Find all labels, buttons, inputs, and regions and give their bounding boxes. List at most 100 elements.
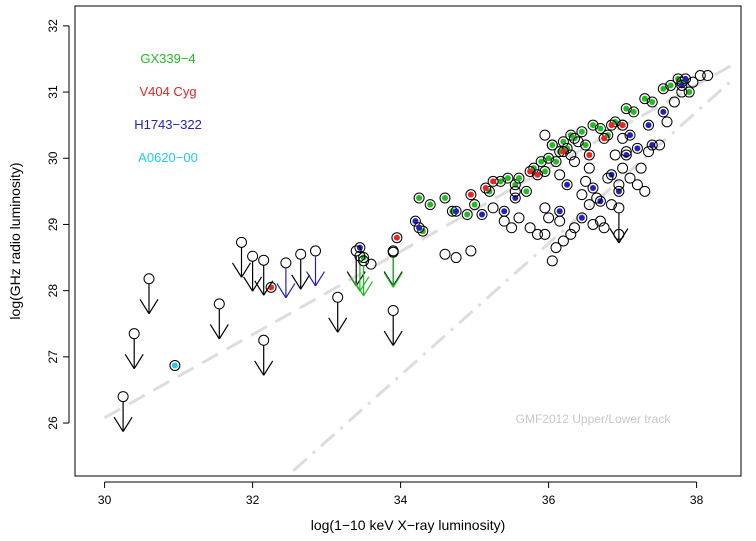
open-circle-point — [668, 96, 680, 108]
open-circle-point — [546, 139, 558, 151]
data-point — [169, 359, 181, 371]
open-circle-point — [539, 228, 551, 240]
open-circle-point — [661, 116, 673, 128]
open-circle-point — [498, 215, 510, 227]
data-point — [498, 205, 510, 217]
open-circle-point — [513, 212, 525, 224]
open-circle-point — [524, 222, 536, 234]
data-point — [469, 199, 481, 211]
open-circle-point — [565, 149, 577, 161]
data-point — [594, 122, 606, 134]
data-point — [543, 152, 555, 164]
data-marks — [113, 70, 714, 432]
data-point — [476, 209, 488, 221]
data-point — [657, 83, 669, 95]
y-axis: 26 27 28 29 30 31 32 — [46, 19, 70, 430]
data-point — [532, 169, 543, 181]
x-tick-label: 36 — [542, 493, 556, 507]
open-circle-point — [606, 199, 617, 211]
data-point — [598, 132, 610, 144]
legend-entry: GX339−4 — [140, 51, 195, 66]
open-circle-point — [617, 162, 629, 174]
open-circle-point — [594, 215, 606, 227]
legend-entry: H1743−322 — [134, 117, 202, 132]
data-point — [554, 205, 566, 217]
upper-limit-point — [291, 248, 311, 290]
x-axis-label: log(1−10 keV X−ray luminosity) — [311, 517, 506, 533]
data-point — [587, 182, 599, 194]
upper-limit-point — [305, 245, 326, 287]
data-point — [643, 119, 654, 131]
data-point — [450, 205, 462, 217]
open-circle-point — [602, 172, 614, 184]
open-circle-point — [554, 169, 566, 181]
open-circle-point — [694, 70, 706, 82]
open-circle-point — [587, 218, 599, 230]
data-point — [550, 156, 562, 168]
upper-limit-point — [209, 298, 229, 340]
open-circle-point — [635, 162, 647, 174]
open-circle-point — [591, 192, 603, 204]
data-point — [557, 146, 569, 158]
open-circle-point — [598, 222, 610, 234]
data-point — [424, 199, 436, 211]
data-point — [413, 222, 425, 234]
upper-limit-point — [124, 328, 144, 369]
legend-entry: V404 Cyg — [139, 84, 196, 99]
open-circle-point — [643, 146, 654, 158]
open-circle-point — [546, 255, 558, 267]
upper-limit-point — [254, 254, 274, 296]
data-point — [413, 192, 425, 204]
upper-limit-point — [254, 334, 274, 376]
data-point — [646, 139, 658, 151]
data-point — [513, 172, 525, 184]
open-circle-point — [439, 248, 451, 260]
data-point — [461, 209, 473, 221]
open-circle-point — [550, 242, 562, 254]
open-circle-point — [631, 179, 643, 191]
data-point — [539, 165, 551, 177]
upper-limit-point — [383, 246, 403, 288]
data-point — [624, 129, 636, 141]
upper-limit-point — [383, 305, 403, 346]
upper-limit-point — [243, 250, 263, 292]
open-circle-point — [569, 222, 580, 234]
data-point — [665, 79, 677, 91]
data-point — [680, 73, 691, 85]
open-circle-point — [557, 235, 569, 247]
upper-limit-point — [231, 236, 252, 278]
data-point — [576, 126, 588, 138]
legend: GX339−4 V404 Cyg H1743−322 A0620−00 — [134, 51, 202, 165]
data-point — [683, 86, 695, 98]
data-point — [561, 179, 573, 191]
open-circle-point — [465, 245, 477, 257]
y-tick-label: 29 — [46, 217, 60, 231]
data-point — [657, 106, 669, 118]
data-point — [480, 182, 492, 194]
open-circle-point — [509, 185, 521, 197]
open-circle-point — [572, 136, 584, 148]
y-tick-label: 27 — [46, 350, 60, 364]
upper-limit-point — [139, 273, 159, 315]
open-circle-point — [687, 76, 699, 88]
open-circle-point — [654, 139, 666, 151]
upper-limit-point — [328, 291, 348, 333]
upper-limit-point — [350, 250, 370, 292]
data-point — [587, 119, 599, 131]
upper-limit-point — [113, 391, 133, 432]
plot-frame — [74, 5, 742, 477]
open-circle-point — [609, 149, 621, 161]
x-axis: 30 32 34 36 38 — [98, 481, 704, 507]
open-circle-point — [613, 179, 625, 191]
x-tick-label: 34 — [394, 493, 408, 507]
data-point — [409, 215, 421, 227]
open-circle-point — [617, 132, 629, 144]
y-axis-label: log(GHz radio luminosity) — [7, 162, 23, 319]
y-tick-label: 32 — [46, 19, 60, 33]
open-circle-point — [620, 146, 632, 158]
data-point — [631, 142, 643, 154]
open-circle-point — [365, 258, 377, 270]
data-point — [580, 139, 592, 151]
open-circle-point — [576, 189, 588, 201]
